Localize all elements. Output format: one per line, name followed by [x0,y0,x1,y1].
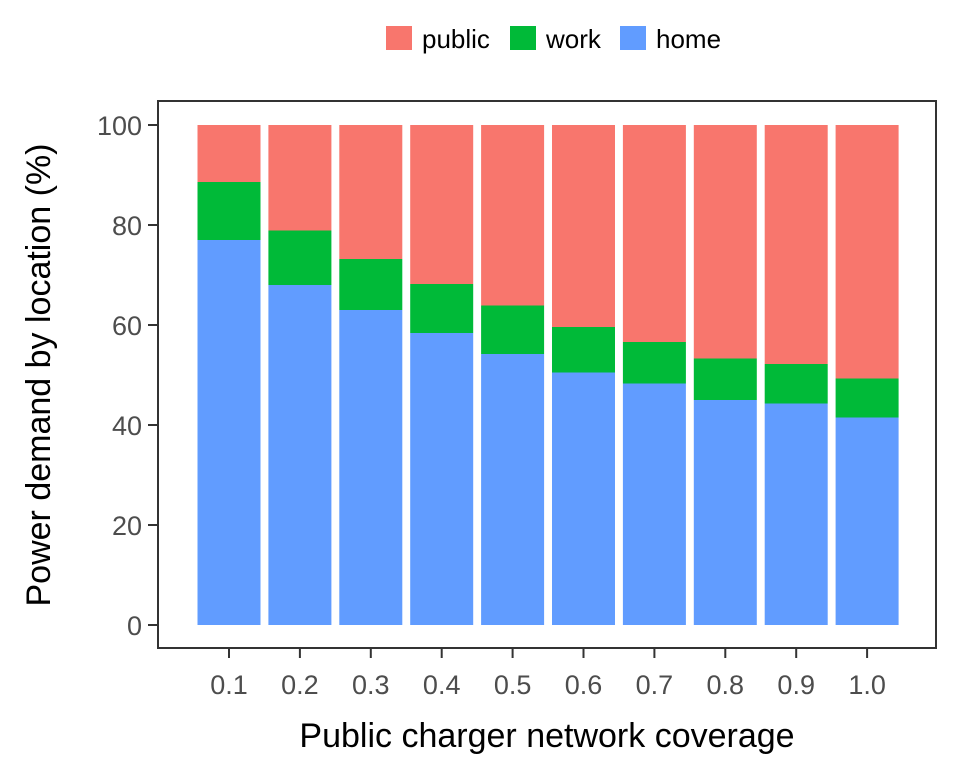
legend-key-public [386,26,412,50]
legend-key-home [620,26,646,50]
bar-public-0.5 [481,125,545,306]
x-axis-title: Public charger network coverage [299,717,794,755]
legend-label-home: home [656,24,721,54]
y-axis-title: Power demand by location (%) [20,143,58,606]
y-tick-label: 80 [112,211,142,241]
legend-key-work [510,26,536,50]
bar-home-0.6 [552,372,615,625]
x-axis: 0.1 0.2 0.3 0.4 0.5 0.6 0.7 0.8 0.9 1.0 [210,648,886,700]
bar-public-0.7 [622,125,686,342]
bar-public-0.8 [693,125,757,359]
bar-public-0.3 [339,125,403,259]
y-tick-label: 20 [112,511,142,541]
bar-work-0.4 [410,284,474,333]
x-tick-label: 0.8 [707,670,745,700]
x-tick-label: 0.5 [494,670,532,700]
bar-work-0.8 [693,358,757,400]
x-tick-label: 0.6 [565,670,603,700]
x-tick-label: 0.1 [210,670,248,700]
bar-home-0.7 [622,383,686,625]
y-tick-label: 60 [112,311,142,341]
x-tick-label: 1.0 [848,670,886,700]
bar-public-0.2 [268,125,332,231]
y-tick-label: 0 [127,611,142,641]
bar-public-0.4 [410,125,474,284]
bar-public-0.6 [552,125,615,327]
bar-home-0.3 [339,310,403,625]
bar-home-0.4 [410,333,474,625]
bar-public-0.9 [764,125,828,364]
bar-home-0.8 [693,400,757,625]
x-tick-label: 0.3 [352,670,390,700]
bar-work-0.6 [552,327,615,373]
x-tick-label: 0.4 [423,670,461,700]
y-tick-label: 40 [112,411,142,441]
bar-work-1.0 [835,378,899,418]
y-axis: 0 20 40 60 80 100 [97,111,158,641]
bar-work-0.7 [622,342,686,384]
legend-label-public: public [422,24,490,54]
bar-home-1.0 [835,417,899,625]
x-tick-label: 0.7 [636,670,674,700]
bar-work-0.5 [481,305,545,354]
x-tick-label: 0.2 [281,670,319,700]
bar-public-1.0 [835,125,899,379]
legend: public work home [386,24,721,54]
bar-work-0.3 [339,259,403,310]
y-tick-label: 100 [97,111,142,141]
legend-label-work: work [545,24,602,54]
x-tick-label: 0.9 [777,670,815,700]
bar-work-0.1 [197,182,261,240]
bar-home-0.9 [764,403,828,625]
bars [197,125,899,625]
bar-home-0.2 [268,285,332,625]
bar-work-0.9 [764,364,828,404]
bar-work-0.2 [268,230,332,285]
bar-public-0.1 [197,125,261,182]
bar-home-0.5 [481,354,545,625]
bar-home-0.1 [197,240,261,625]
